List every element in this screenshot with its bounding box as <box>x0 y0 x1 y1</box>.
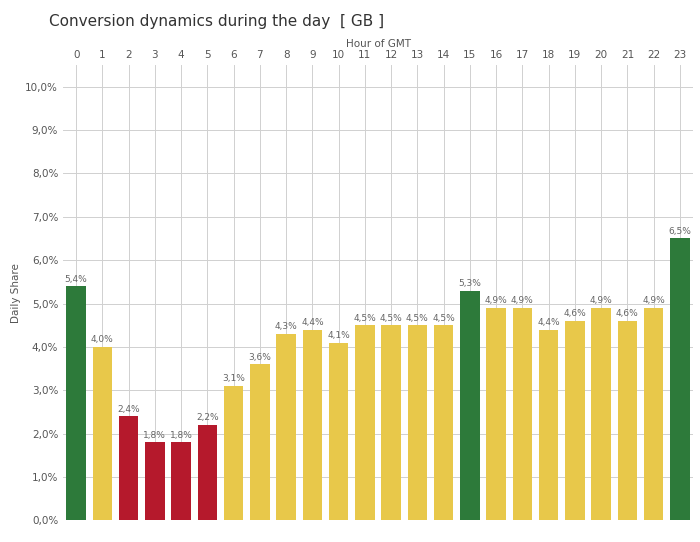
Bar <box>145 442 164 520</box>
Text: 4,9%: 4,9% <box>511 296 533 305</box>
Text: 1,8%: 1,8% <box>144 431 167 440</box>
Bar <box>670 238 690 520</box>
Bar <box>92 347 112 520</box>
Bar <box>486 308 506 520</box>
Text: 2,2%: 2,2% <box>196 414 218 422</box>
Text: 6,5%: 6,5% <box>668 227 692 236</box>
Bar <box>434 325 454 520</box>
Bar <box>617 321 637 520</box>
Text: 4,4%: 4,4% <box>301 318 323 327</box>
Text: 4,9%: 4,9% <box>643 296 665 305</box>
Bar <box>355 325 374 520</box>
Bar <box>172 442 191 520</box>
Text: Conversion dynamics during the day  [ GB ]: Conversion dynamics during the day [ GB … <box>49 14 384 29</box>
Bar <box>66 286 86 520</box>
Bar <box>197 425 217 520</box>
Text: 4,6%: 4,6% <box>616 309 638 318</box>
Y-axis label: Daily Share: Daily Share <box>11 263 21 322</box>
Bar <box>512 308 532 520</box>
Text: 4,5%: 4,5% <box>354 314 377 322</box>
Text: 3,1%: 3,1% <box>222 375 245 383</box>
Bar <box>644 308 664 520</box>
Bar <box>302 330 322 520</box>
Bar <box>382 325 401 520</box>
Text: 4,3%: 4,3% <box>274 322 298 331</box>
Text: 4,5%: 4,5% <box>379 314 402 322</box>
Bar <box>460 291 480 520</box>
Text: 3,6%: 3,6% <box>248 353 272 362</box>
Bar <box>224 386 244 520</box>
Text: 4,4%: 4,4% <box>538 318 560 327</box>
Text: 2,4%: 2,4% <box>118 405 140 414</box>
Bar <box>250 364 270 520</box>
Text: 4,5%: 4,5% <box>406 314 428 322</box>
Text: 4,6%: 4,6% <box>564 309 587 318</box>
X-axis label: Hour of GMT: Hour of GMT <box>346 40 410 49</box>
Bar <box>119 416 139 520</box>
Text: 4,9%: 4,9% <box>589 296 612 305</box>
Bar <box>329 343 349 520</box>
Text: 4,9%: 4,9% <box>484 296 508 305</box>
Text: 4,0%: 4,0% <box>91 335 113 344</box>
Text: 5,3%: 5,3% <box>458 279 482 288</box>
Text: 5,4%: 5,4% <box>64 275 88 283</box>
Bar <box>539 330 559 520</box>
Bar <box>565 321 584 520</box>
Bar <box>407 325 427 520</box>
Text: 4,1%: 4,1% <box>328 331 350 340</box>
Bar <box>592 308 611 520</box>
Text: 1,8%: 1,8% <box>169 431 193 440</box>
Text: 4,5%: 4,5% <box>433 314 455 322</box>
Bar <box>276 334 296 520</box>
